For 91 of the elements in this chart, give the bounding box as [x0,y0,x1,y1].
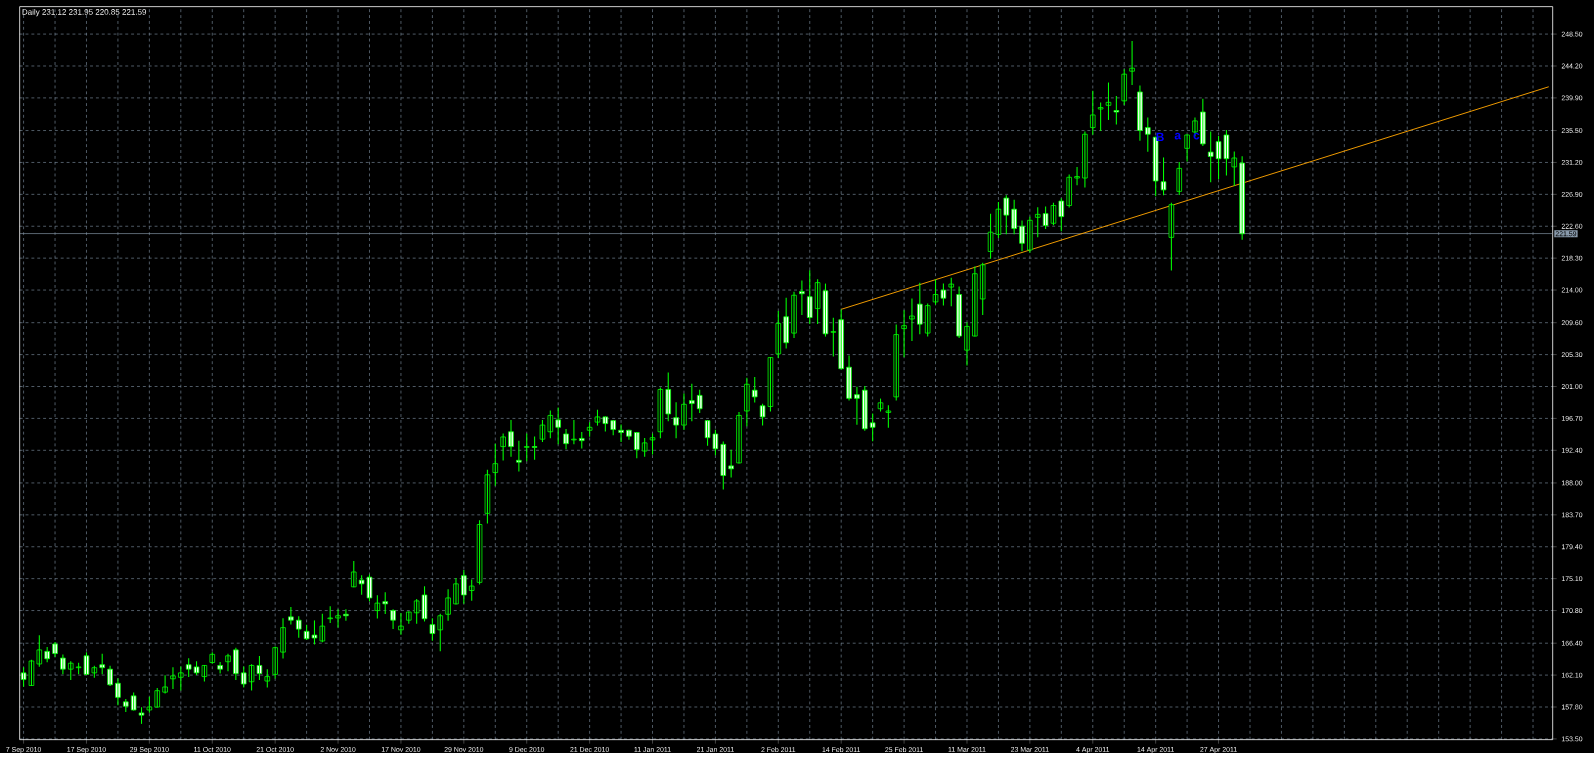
candlestick [327,606,333,624]
candlestick [579,432,585,449]
candlestick [893,324,899,401]
candlestick [634,432,640,459]
annotation: c [1193,132,1200,140]
candlestick [146,696,153,713]
candlestick [68,661,74,681]
candlestick [476,520,483,585]
candlestick [586,422,593,437]
candlestick [1113,96,1120,125]
candlestick [783,297,789,349]
candlestick [696,389,703,414]
candlestick [437,613,444,652]
candlestick [461,570,467,604]
candlestick [720,441,727,490]
candlestick [1145,117,1151,152]
annotation: B [1156,132,1164,142]
candlestick [657,387,664,439]
candlestick [649,433,656,455]
candlestick [36,635,43,667]
candlestick [979,262,986,316]
candlestick [1058,198,1065,232]
candlestick [1097,102,1104,132]
candlestick [1074,167,1080,186]
candlestick [123,699,129,713]
candlestick [185,658,192,678]
candlestick [1121,69,1127,106]
candlestick [806,270,813,325]
candlestick [555,407,561,445]
candlestick [689,383,695,422]
candlestick [1105,82,1112,121]
candlestick [972,266,978,337]
candlestick [885,405,892,428]
candlestick [830,317,837,357]
candlestick [178,666,184,691]
candlestick [531,436,538,460]
candlestick [869,413,876,442]
candlestick [492,443,499,486]
candlestick [351,561,357,588]
candlestick [382,592,388,615]
chart-title: Daily 231.12 231.95 220.85 221.59 [22,9,147,17]
candlestick [594,409,601,426]
candlestick [1160,157,1167,196]
candlestick [877,398,884,412]
candlestick [335,609,341,628]
candlestick [838,309,844,370]
annotation: a [1174,132,1182,140]
candlestick [99,653,105,675]
candlestick [1176,162,1182,196]
candlestick [130,692,137,711]
candlestick [240,666,247,688]
candlestick [264,669,271,688]
candlestick [539,420,546,443]
candlestick [1200,98,1206,147]
candlestick [468,579,475,601]
candlestick [1207,131,1214,183]
candlestick [1066,174,1072,208]
candlestick [948,277,955,307]
candlestick [1011,199,1017,235]
candlestick [775,311,782,359]
candlestick [602,416,609,432]
candlestick [319,613,326,643]
candlestick [751,377,758,403]
candlestick [1003,195,1010,235]
candlestick [862,386,868,431]
candlestick [91,665,98,678]
candlestick [523,433,530,462]
candlestick [571,420,577,445]
candlestick [209,652,216,664]
candlestick [909,298,915,342]
candlestick [421,586,428,622]
candlestick [429,618,436,641]
candlestick [272,646,278,679]
candlestick [547,410,554,439]
candlestick [917,282,923,335]
candlestick [413,599,420,624]
candlestick [406,611,412,624]
candlestick [288,607,294,625]
candlestick [1034,207,1041,238]
candlestick [610,420,616,436]
candlestick [154,688,160,708]
candlestick [1168,202,1175,271]
candlestick [1231,151,1238,187]
candlestick [295,616,302,638]
candlestick [665,372,671,422]
candlestick [138,707,145,724]
candlestick [374,595,381,619]
candlestick [641,438,648,457]
candlestick [924,303,931,337]
candlestick [1090,90,1096,135]
candlestick [484,469,491,524]
